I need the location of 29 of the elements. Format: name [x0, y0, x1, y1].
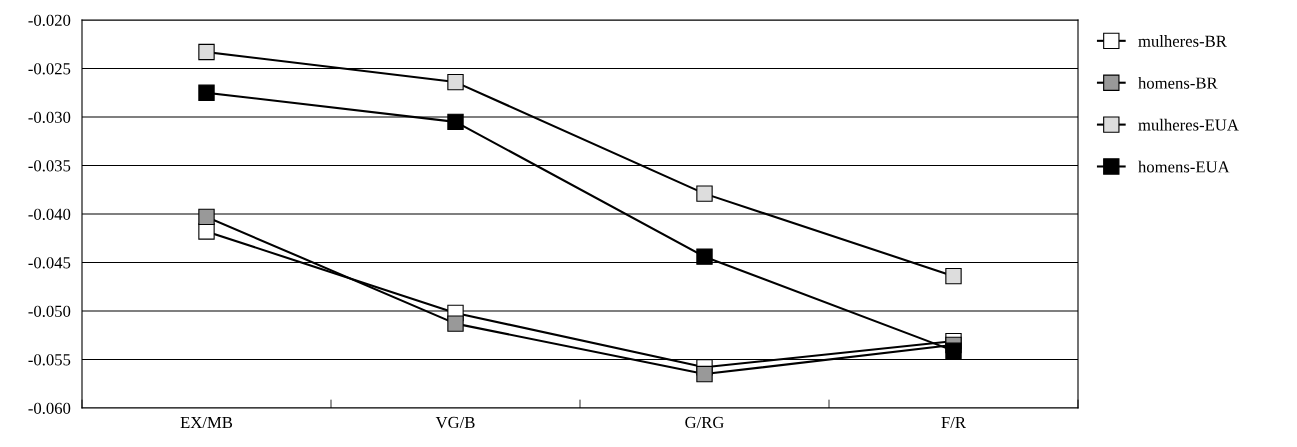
y-tick-label: -0.055: [28, 354, 71, 366]
legend-label: homens-BR: [1138, 76, 1218, 89]
legend-label: homens-EUA: [1138, 160, 1230, 173]
point: [198, 84, 215, 101]
point: [198, 208, 215, 226]
legend-label: mulheres-BR: [1138, 35, 1227, 47]
point: [198, 43, 215, 61]
x-tick-label: F/R: [941, 416, 966, 429]
x-tick-label: EX/MB: [180, 416, 233, 429]
y-tick-label: -0.045: [28, 257, 71, 269]
point: [696, 248, 713, 265]
y-tick-label: -0.035: [28, 160, 71, 172]
point: [696, 365, 713, 383]
point: [945, 342, 962, 359]
point: [198, 223, 215, 240]
y-tick-label: -0.030: [28, 111, 71, 124]
y-tick-label: -0.020: [28, 14, 71, 27]
point: [696, 185, 713, 202]
point: [945, 267, 962, 285]
legend-label: mulheres-EUA: [1138, 118, 1239, 131]
y-tick-label: -0.060: [28, 402, 71, 415]
point: [447, 73, 464, 91]
y-tick-label: -0.040: [28, 208, 71, 221]
x-tick-label: G/RG: [685, 416, 724, 429]
point: [447, 113, 464, 131]
y-tick-label: -0.025: [28, 63, 71, 75]
point: [447, 315, 464, 332]
y-tick-label: -0.050: [28, 305, 71, 318]
x-tick-label: VG/B: [435, 416, 475, 429]
